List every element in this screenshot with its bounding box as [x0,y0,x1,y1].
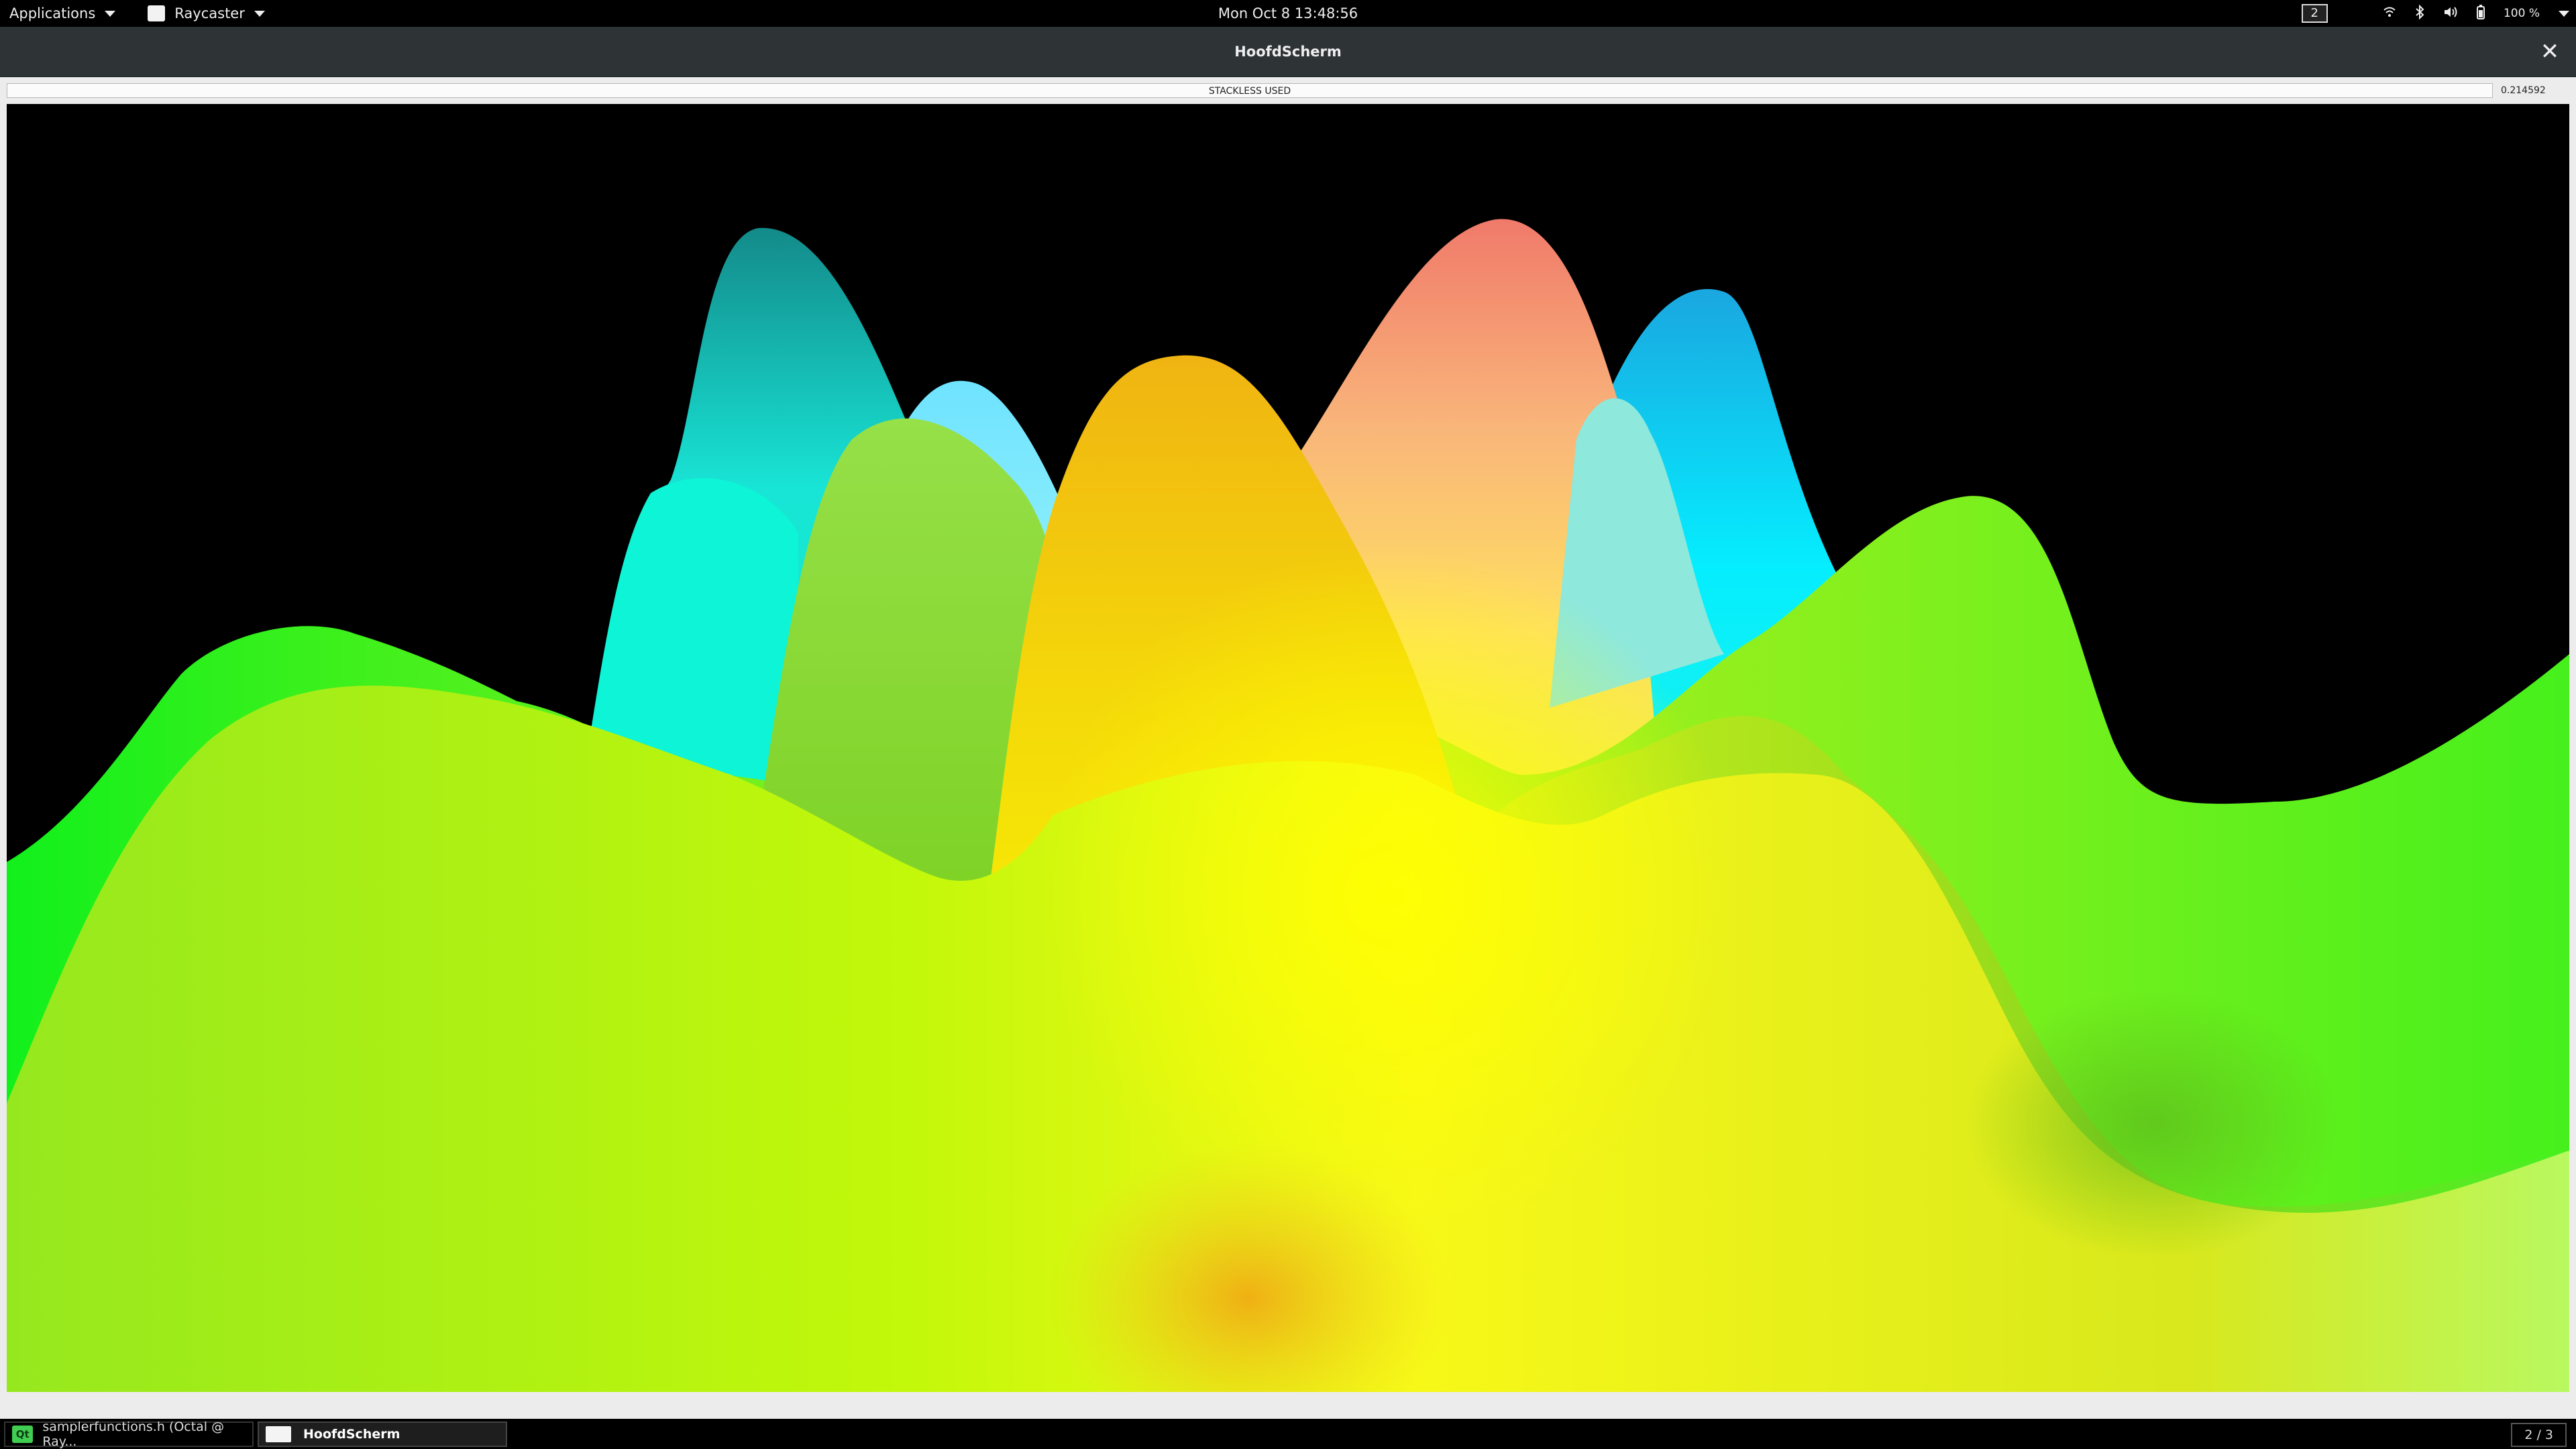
chevron-down-icon[interactable] [2559,10,2569,17]
window-title: HoofdScherm [1234,44,1342,60]
chevron-down-icon [105,10,116,17]
shade-right [1966,989,2341,1258]
bluetooth-icon [2415,4,2424,23]
applications-menu[interactable]: Applications [0,0,125,27]
status-field: STACKLESS USED [7,83,2493,98]
system-tray[interactable]: 2 100 % [2301,0,2569,27]
wifi-icon [2383,5,2396,21]
yellow-glow [1040,547,1737,1244]
qt-creator-icon: Qt [12,1425,34,1443]
taskbar-item-qtcreator[interactable]: Qt samplerfunctions.h (Octal @ Ray... [4,1419,254,1449]
workspace-indicator[interactable]: 2 [2301,4,2328,23]
app-menu[interactable]: Raycaster [138,0,274,27]
taskbar-item-hoofdscherm[interactable]: HoofdScherm [258,1421,507,1447]
frame-time-label: 0.214592 [2501,85,2546,96]
chevron-down-icon [254,10,265,17]
applications-label: Applications [9,5,96,21]
orange-hotspot [1046,1144,1449,1392]
volume-icon [2443,5,2458,22]
taskbar-item-label: HoofdScherm [303,1426,400,1442]
workspace-switcher[interactable]: 2 / 3 [2511,1423,2567,1447]
app-menu-label: Raycaster [174,5,245,21]
battery-icon [2476,4,2485,23]
top-panel: Applications Raycaster Mon Oct 8 13:48:5… [0,0,2576,27]
heightfield-render [7,219,2569,1392]
window-icon [148,5,166,21]
window-content: STACKLESS USED 0.214592 [0,77,2576,1419]
close-icon[interactable]: ✕ [2540,38,2560,65]
bottom-taskbar: Qt samplerfunctions.h (Octal @ Ray... Ho… [0,1419,2576,1449]
clock[interactable]: Mon Oct 8 13:48:56 [1218,5,1358,21]
battery-percentage: 100 % [2503,7,2540,20]
window-icon [266,1426,291,1442]
window-titlebar[interactable]: HoofdScherm ✕ [0,27,2576,77]
render-viewport[interactable] [7,104,2569,1392]
taskbar-item-label: samplerfunctions.h (Octal @ Ray... [42,1419,225,1449]
